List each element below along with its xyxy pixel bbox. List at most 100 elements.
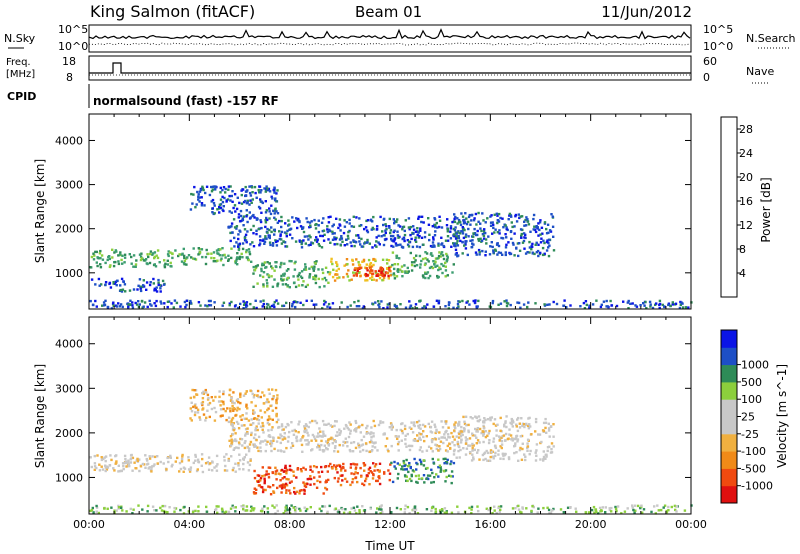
power-data-cell [119,284,122,287]
velocity-data-cell [144,454,147,457]
power-data-cell [258,242,262,245]
velocity-data-cell [272,491,276,494]
velocity-data-cell [348,448,352,452]
power-data-cell [408,240,411,243]
power-data-cell [386,262,389,265]
power-data-cell [306,283,309,287]
velocity-data-cell [89,509,92,513]
velocity-data-cell [235,439,238,443]
power-data-cell [439,255,442,258]
power-data-cell [585,303,588,307]
velocity-data-cell [137,504,140,507]
power-data-cell [418,254,422,258]
power-data-cell [361,260,364,263]
velocity-data-cell [456,505,459,508]
velocity-data-cell [251,392,254,396]
power-data-cell [251,191,254,194]
power-data-cell [95,305,98,308]
power-data-cell [532,217,535,221]
velocity-data-cell [472,456,475,459]
power-data-cell [197,198,200,201]
velocity-data-cell [360,444,363,447]
velocity-data-cell [291,429,294,433]
velocity-data-cell [405,445,408,448]
velocity-data-cell [361,443,365,446]
power-data-cell [259,191,262,194]
power-data-cell [336,276,339,280]
velocity-data-cell [304,509,308,513]
power-data-cell [457,218,461,222]
power-data-cell [136,288,139,291]
velocity-data-cell [201,391,204,395]
power-data-cell [474,251,478,254]
power-data-cell [266,285,269,288]
power-data-cell [539,241,543,244]
velocity-data-cell [343,427,346,430]
velocity-data-cell [125,510,128,513]
velocity-data-cell [377,423,381,427]
velocity-data-cell [327,444,330,447]
velocity-data-cell [339,465,342,468]
power-data-cell [233,226,237,229]
velocity-data-cell [428,474,432,477]
power-data-cell [417,236,420,239]
velocity-data-cell [191,388,194,392]
power-data-cell [368,265,371,268]
velocity-data-cell [593,511,596,514]
velocity-data-cell [249,458,252,461]
power-data-cell [454,237,458,240]
power-data-cell [446,230,449,233]
power-data-cell [433,262,436,266]
power-data-cell [204,304,207,307]
velocity-data-cell [544,426,547,430]
power-data-cell [526,305,529,309]
power-data-cell [489,245,492,248]
power-data-cell [454,253,457,256]
power-data-cell [329,215,332,218]
power-data-cell [161,279,165,283]
power-data-cell [491,299,495,303]
power-data-cell [302,303,305,307]
velocity-data-cell [254,492,258,495]
power-data-cell [175,301,179,305]
power-data-cell [310,265,313,269]
power-data-cell [469,223,472,226]
power-data-cell [166,263,169,266]
velocity-data-cell [548,435,551,438]
power-data-cell [331,262,334,266]
power-data-cell [375,274,378,277]
power-data-cell [445,254,449,257]
power-data-cell [258,191,261,194]
power-data-cell [463,244,466,247]
power-data-cell [128,253,131,256]
velocity-data-cell [449,446,452,450]
velocity-data-cell [95,466,98,470]
velocity-data-cell [223,469,227,472]
freq-line [89,62,691,74]
power-data-cell [457,236,461,240]
velocity-data-cell [371,449,374,452]
power-data-cell [142,259,146,262]
velocity-data-cell [529,449,532,453]
velocity-data-cell [500,440,504,443]
power-data-cell [524,224,528,227]
velocity-data-cell [482,424,485,428]
power-data-cell [551,225,555,228]
velocity-data-cell [435,444,439,447]
velocity-data-cell [562,511,565,514]
velocity-data-cell [379,421,382,425]
power-data-cell [251,241,254,244]
power-data-cell [245,190,248,193]
velocity-data-cell [411,431,415,434]
velocity-data-cell [369,470,372,473]
power-data-cell [288,259,291,263]
power-data-cell [246,199,250,202]
velocity-data-cell [519,446,522,450]
velocity-data-cell [365,426,368,430]
power-data-cell [154,288,157,292]
velocity-data-cell [318,427,321,430]
velocity-data-cell [199,418,202,421]
velocity-data-cell [156,455,159,458]
velocity-data-cell [418,423,422,427]
